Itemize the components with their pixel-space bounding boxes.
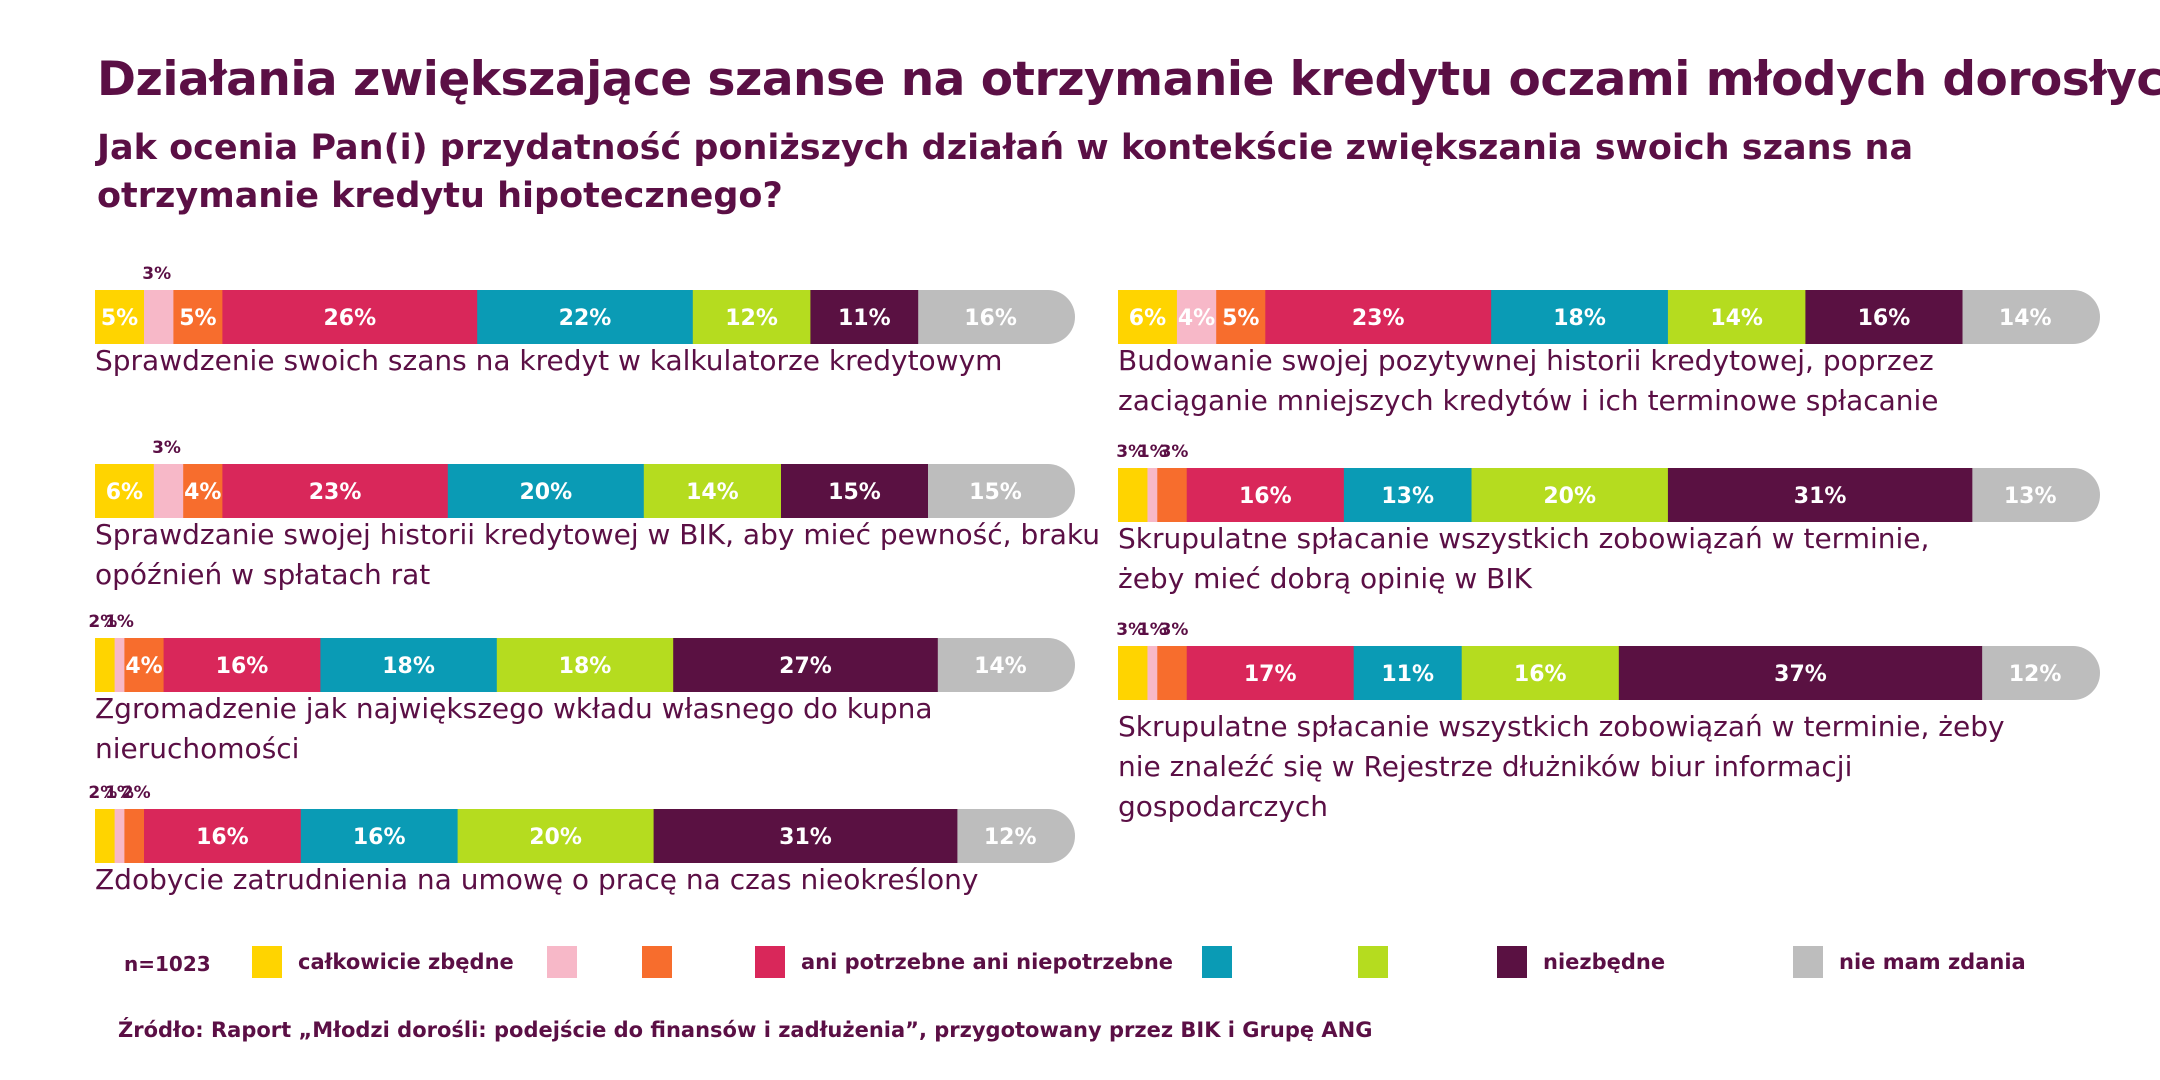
data-label: 14% xyxy=(1710,306,1763,331)
row-label: Sprawdzenie swoich szans na kredyt w kal… xyxy=(95,344,1002,377)
data-label: 23% xyxy=(1352,306,1405,331)
data-label: 14% xyxy=(686,480,739,505)
data-label: 6% xyxy=(1129,306,1166,331)
data-label: 6% xyxy=(106,480,143,505)
data-label: 22% xyxy=(559,306,612,331)
legend-swatch-6 xyxy=(1358,946,1388,978)
bar-segment xyxy=(1157,468,1187,522)
data-label-small: 3% xyxy=(152,438,181,458)
bar-row-4: 2%1%2%16% 16% 20% 31% 12%Zdobycie zatrudnien… xyxy=(88,783,1075,896)
legend-swatch-3 xyxy=(642,946,672,978)
data-label: 17% xyxy=(1244,662,1297,687)
bar-segment xyxy=(115,809,125,863)
data-label: 14% xyxy=(1999,306,2052,331)
bar-segment xyxy=(1118,646,1148,700)
data-label-small: 3% xyxy=(142,264,171,284)
legend-swatch-5 xyxy=(1202,946,1232,978)
data-label: 18% xyxy=(382,654,435,679)
data-label: 11% xyxy=(1381,662,1434,687)
data-label-small: 1% xyxy=(105,612,134,632)
data-label: 18% xyxy=(559,654,612,679)
legend-swatch-7 xyxy=(1497,946,1527,978)
data-label: 23% xyxy=(309,480,362,505)
row-label: zaciąganie mniejszych kredytów i ich ter… xyxy=(1118,384,1939,417)
bar-row-2: 6% 3% 4% 23% 20% 14% 15% 15% Sprawdzanie swojej … xyxy=(95,438,1100,591)
data-label: 13% xyxy=(2004,484,2057,509)
legend-label-7: niezbędne xyxy=(1543,950,1665,974)
data-label: 15% xyxy=(969,480,1022,505)
row-label: żeby mieć dobrą opinię w BIK xyxy=(1118,562,1533,595)
data-label: 31% xyxy=(1794,484,1847,509)
data-label: 4% xyxy=(125,654,162,679)
row-label: nie znaleźć się w Rejestrze dłużników bi… xyxy=(1118,750,1852,783)
data-label: 5% xyxy=(1222,306,1259,331)
data-label: 16% xyxy=(353,825,406,850)
data-label: 16% xyxy=(1858,306,1911,331)
legend-swatch-4 xyxy=(755,946,785,978)
data-label: 31% xyxy=(779,825,832,850)
bar-row-6: 3%1%3% 16% 13% 20% 31% 13% Skrupulatne spłacan… xyxy=(1116,442,2100,595)
chart-area: 5% 3% 5% 26% 22% 12% 11% 16% Sprawdzenie swoich … xyxy=(0,0,2160,940)
data-label: 14% xyxy=(974,654,1027,679)
row-label: nieruchomości xyxy=(95,732,299,765)
bar-segment xyxy=(124,809,144,863)
data-label: 16% xyxy=(964,306,1017,331)
row-label: Skrupulatne spłacanie wszystkich zobowią… xyxy=(1118,522,1929,555)
bar-segment xyxy=(1157,646,1187,700)
bar-segment xyxy=(1147,646,1157,700)
bar-row-7: 3%1%3% 17% 11% 16% 37% 12%Skrupulatne spłacan… xyxy=(1116,620,2100,823)
row-label: Zgromadzenie jak największego wkładu wła… xyxy=(95,692,933,725)
data-label: 15% xyxy=(828,480,881,505)
data-label: 20% xyxy=(529,825,582,850)
legend-label-4: ani potrzebne ani niepotrzebne xyxy=(801,950,1173,974)
bar-row-5: 6% 4% 5% 23% 18% 14% 16% 14% Budowanie swojej po… xyxy=(1118,290,2100,417)
legend-swatch-8 xyxy=(1793,946,1823,978)
row-label: gospodarczych xyxy=(1118,790,1328,823)
row-label: Zdobycie zatrudnienia na umowę o pracę n… xyxy=(95,863,979,896)
bar-segment xyxy=(1118,468,1148,522)
data-label: 11% xyxy=(838,306,891,331)
data-label: 27% xyxy=(779,654,832,679)
bar-segment xyxy=(1147,468,1157,522)
bar-segment xyxy=(144,290,174,344)
data-label: 16% xyxy=(196,825,249,850)
data-label: 12% xyxy=(725,306,778,331)
data-label: 4% xyxy=(1178,306,1215,331)
data-label: 37% xyxy=(1774,662,1827,687)
bar-segment xyxy=(154,464,184,518)
row-label: Skrupulatne spłacanie wszystkich zobowią… xyxy=(1118,710,2005,743)
data-label: 4% xyxy=(184,480,221,505)
data-label: 20% xyxy=(1543,484,1596,509)
data-label-small: 2% xyxy=(122,783,151,803)
data-label: 13% xyxy=(1381,484,1434,509)
legend-swatch-1 xyxy=(252,946,282,978)
legend-label-1: całkowicie zbędne xyxy=(298,950,514,974)
bar-row-3: 2%1%4% 16% 18% 18% 27% 14%Zgromadzenie jak na… xyxy=(88,612,1075,765)
row-label: opóźnień w spłatach rat xyxy=(95,558,430,591)
data-label: 5% xyxy=(101,306,138,331)
data-label: 20% xyxy=(519,480,572,505)
data-label: 26% xyxy=(323,306,376,331)
bar-segment xyxy=(115,638,125,692)
data-label: 12% xyxy=(984,825,1037,850)
sample-size: n=1023 xyxy=(124,952,211,976)
data-label-small: 3% xyxy=(1160,620,1189,640)
row-label: Budowanie swojej pozytywnej historii kre… xyxy=(1118,344,1934,377)
data-label: 5% xyxy=(179,306,216,331)
data-label: 16% xyxy=(216,654,269,679)
source-note: Źródło: Raport „Młodzi dorośli: podejści… xyxy=(118,1018,1372,1042)
data-label: 16% xyxy=(1514,662,1567,687)
bar-segment xyxy=(95,809,115,863)
legend-label-8: nie mam zdania xyxy=(1839,950,2026,974)
data-label: 12% xyxy=(2009,662,2062,687)
data-label: 16% xyxy=(1239,484,1292,509)
legend-swatch-2 xyxy=(547,946,577,978)
data-label: 18% xyxy=(1553,306,1606,331)
data-label-small: 3% xyxy=(1160,442,1189,462)
bar-row-1: 5% 3% 5% 26% 22% 12% 11% 16% Sprawdzenie swoich … xyxy=(95,264,1075,377)
row-label: Sprawdzanie swojej historii kredytowej w… xyxy=(95,518,1100,551)
bar-segment xyxy=(95,638,115,692)
